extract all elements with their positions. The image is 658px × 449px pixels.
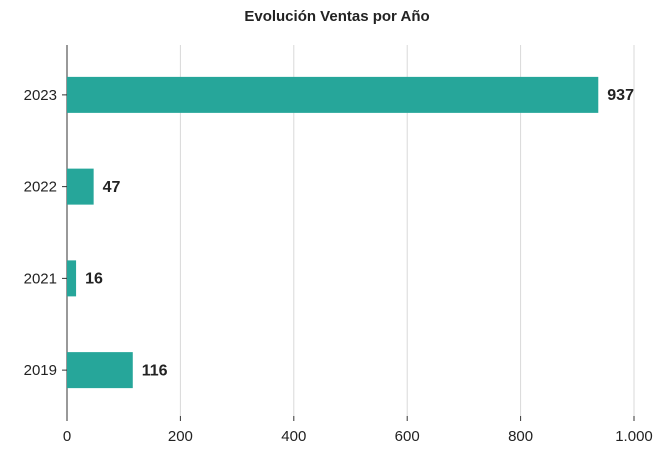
chart-title: Evolución Ventas por Año bbox=[244, 8, 429, 25]
bar bbox=[67, 168, 94, 205]
x-tick-label: 800 bbox=[508, 428, 533, 445]
bar bbox=[67, 260, 77, 297]
x-tick-label: 200 bbox=[168, 428, 193, 445]
y-tick-label: 2019 bbox=[24, 362, 57, 379]
value-label: 47 bbox=[103, 179, 121, 196]
x-tick-label: 400 bbox=[281, 428, 306, 445]
x-tick-label: 0 bbox=[63, 428, 71, 445]
value-label: 937 bbox=[607, 87, 634, 104]
bar bbox=[67, 76, 599, 113]
value-label: 16 bbox=[85, 271, 103, 288]
bar bbox=[67, 352, 133, 389]
y-tick-label: 2023 bbox=[24, 87, 57, 104]
x-tick-label: 600 bbox=[395, 428, 420, 445]
y-tick-label: 2022 bbox=[24, 179, 57, 196]
x-tick-label: 1.000 bbox=[615, 428, 653, 445]
value-label: 116 bbox=[142, 362, 168, 379]
y-tick-label: 2021 bbox=[24, 270, 57, 287]
